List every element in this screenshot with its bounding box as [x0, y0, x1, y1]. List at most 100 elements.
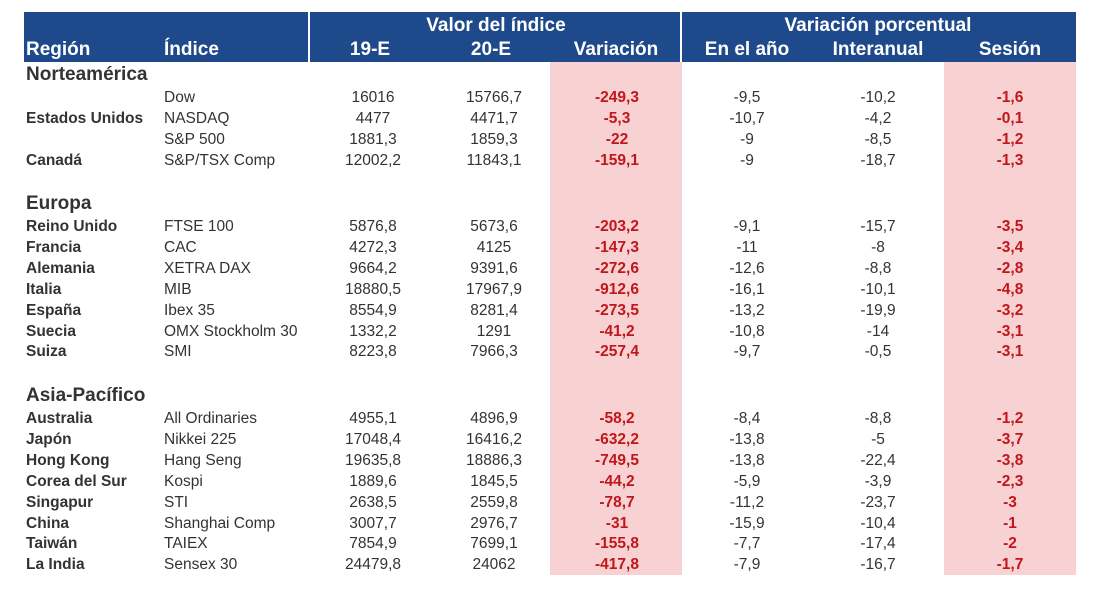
cell-region: China [26, 514, 70, 532]
cell-valor-19e: 3007,7 [349, 514, 397, 532]
cell-region: Suecia [26, 322, 76, 340]
cell-indice: S&P/TSX Comp [164, 151, 276, 169]
group-header-valor: Valor del índice [426, 15, 566, 36]
cell-interanual: -22,4 [860, 451, 896, 469]
cell-indice: Shanghai Comp [164, 514, 276, 532]
cell-sesion: -2,3 [996, 472, 1024, 490]
cell-valor-19e: 19635,8 [344, 451, 402, 469]
section-title: Asia-Pacífico [26, 385, 146, 406]
header-divider [680, 12, 682, 62]
header-divider [308, 12, 310, 62]
cell-variacion: -273,5 [595, 301, 639, 319]
cell-indice: SMI [164, 343, 192, 361]
cell-variacion: -249,3 [595, 89, 639, 106]
cell-valor-20e: 24062 [472, 556, 516, 574]
variacion-column-highlight [550, 62, 682, 575]
cell-interanual: -8,5 [864, 130, 892, 148]
cell-variacion: -44,2 [599, 472, 635, 490]
cell-valor-19e: 24479,8 [344, 556, 402, 574]
cell-region: Australia [26, 410, 93, 427]
cell-region: Corea del Sur [26, 472, 127, 490]
cell-variacion: -31 [605, 514, 629, 532]
cell-indice: Nikkei 225 [164, 430, 237, 448]
cell-en-el-anio: -7,7 [733, 535, 761, 553]
cell-interanual: -17,4 [860, 535, 896, 553]
cell-variacion: -632,2 [595, 430, 639, 448]
cell-variacion: -749,5 [595, 451, 639, 469]
cell-region: La India [26, 556, 85, 574]
cell-indice: Hang Seng [164, 451, 242, 469]
table-header: Valor del índice Variación porcentual Re… [24, 12, 1076, 62]
cell-region: Singapur [26, 493, 94, 511]
cell-indice: Sensex 30 [164, 556, 238, 574]
cell-indice: TAIEX [164, 535, 208, 553]
cell-indice: OMX Stockholm 30 [164, 322, 298, 340]
column-header-20e: 20-E [470, 39, 512, 60]
cell-valor-19e: 2638,5 [349, 493, 397, 511]
cell-region: España [26, 301, 82, 319]
cell-indice: All Ordinaries [164, 410, 258, 427]
cell-interanual: -8 [871, 238, 885, 256]
cell-valor-19e: 4477 [355, 109, 391, 127]
cell-indice: FTSE 100 [164, 218, 234, 235]
cell-valor-20e: 15766,7 [465, 89, 523, 106]
cell-interanual: -10,4 [860, 514, 896, 532]
cell-sesion: -3,8 [996, 451, 1024, 469]
cell-region: Italia [26, 280, 62, 298]
cell-valor-19e: 5876,8 [349, 218, 397, 235]
cell-region: Canadá [26, 151, 82, 169]
cell-valor-20e: 7966,3 [470, 343, 518, 361]
cell-valor-20e: 16416,2 [465, 430, 523, 448]
cell-variacion: -41,2 [599, 322, 635, 340]
cell-en-el-anio: -9 [740, 151, 754, 169]
cell-en-el-anio: -9,1 [733, 218, 761, 235]
cell-valor-20e: 4471,7 [470, 109, 518, 127]
cell-en-el-anio: -11,2 [729, 493, 765, 511]
cell-valor-20e: 7699,1 [470, 535, 518, 553]
cell-region: Suiza [26, 343, 67, 361]
cell-valor-20e: 4896,9 [470, 410, 518, 427]
cell-en-el-anio: -13,2 [729, 301, 765, 319]
cell-valor-19e: 18880,5 [344, 280, 402, 298]
cell-sesion: -3,5 [996, 218, 1024, 235]
cell-interanual: -3,9 [864, 472, 892, 490]
cell-en-el-anio: -9,7 [733, 343, 761, 361]
cell-interanual: -5 [871, 430, 885, 448]
cell-valor-19e: 4272,3 [349, 238, 397, 256]
cell-sesion: -3 [1003, 493, 1017, 511]
cell-indice: Ibex 35 [164, 301, 215, 319]
cell-valor-20e: 5673,6 [470, 218, 518, 235]
cell-region: Hong Kong [26, 451, 110, 469]
cell-valor-20e: 4125 [476, 238, 512, 256]
cell-interanual: -15,7 [860, 218, 896, 235]
cell-indice: NASDAQ [164, 109, 230, 127]
cell-interanual: -8,8 [864, 410, 892, 427]
cell-valor-19e: 1332,2 [349, 322, 397, 340]
cell-sesion: -1,2 [996, 410, 1024, 427]
cell-indice: Dow [164, 89, 196, 106]
cell-en-el-anio: -13,8 [729, 451, 765, 469]
cell-en-el-anio: -5,9 [733, 472, 761, 490]
cell-indice: CAC [164, 238, 197, 256]
cell-interanual: -10,1 [860, 280, 896, 298]
cell-region: Estados Unidos [26, 109, 144, 127]
cell-valor-20e: 17967,9 [465, 280, 523, 298]
cell-en-el-anio: -10,7 [729, 109, 765, 127]
cell-valor-20e: 2976,7 [470, 514, 518, 532]
cell-sesion: -1,6 [996, 89, 1024, 106]
group-header-variacion-porcentual: Variación porcentual [784, 15, 972, 36]
column-header-indice: Índice [164, 39, 219, 60]
cell-valor-19e: 12002,2 [344, 151, 402, 169]
cell-valor-20e: 9391,6 [470, 259, 518, 277]
cell-sesion: -1 [1003, 514, 1017, 532]
cell-interanual: -14 [866, 322, 890, 340]
cell-region: Taiwán [26, 535, 78, 553]
column-header-en-el-anio: En el año [704, 39, 790, 60]
cell-valor-20e: 1859,3 [470, 130, 518, 148]
section-title: Europa [26, 193, 92, 214]
cell-valor-19e: 7854,9 [349, 535, 397, 553]
cell-valor-19e: 16016 [351, 89, 395, 106]
cell-sesion: -3,1 [996, 322, 1024, 340]
cell-indice: MIB [164, 280, 192, 298]
cell-valor-20e: 11843,1 [466, 151, 522, 169]
